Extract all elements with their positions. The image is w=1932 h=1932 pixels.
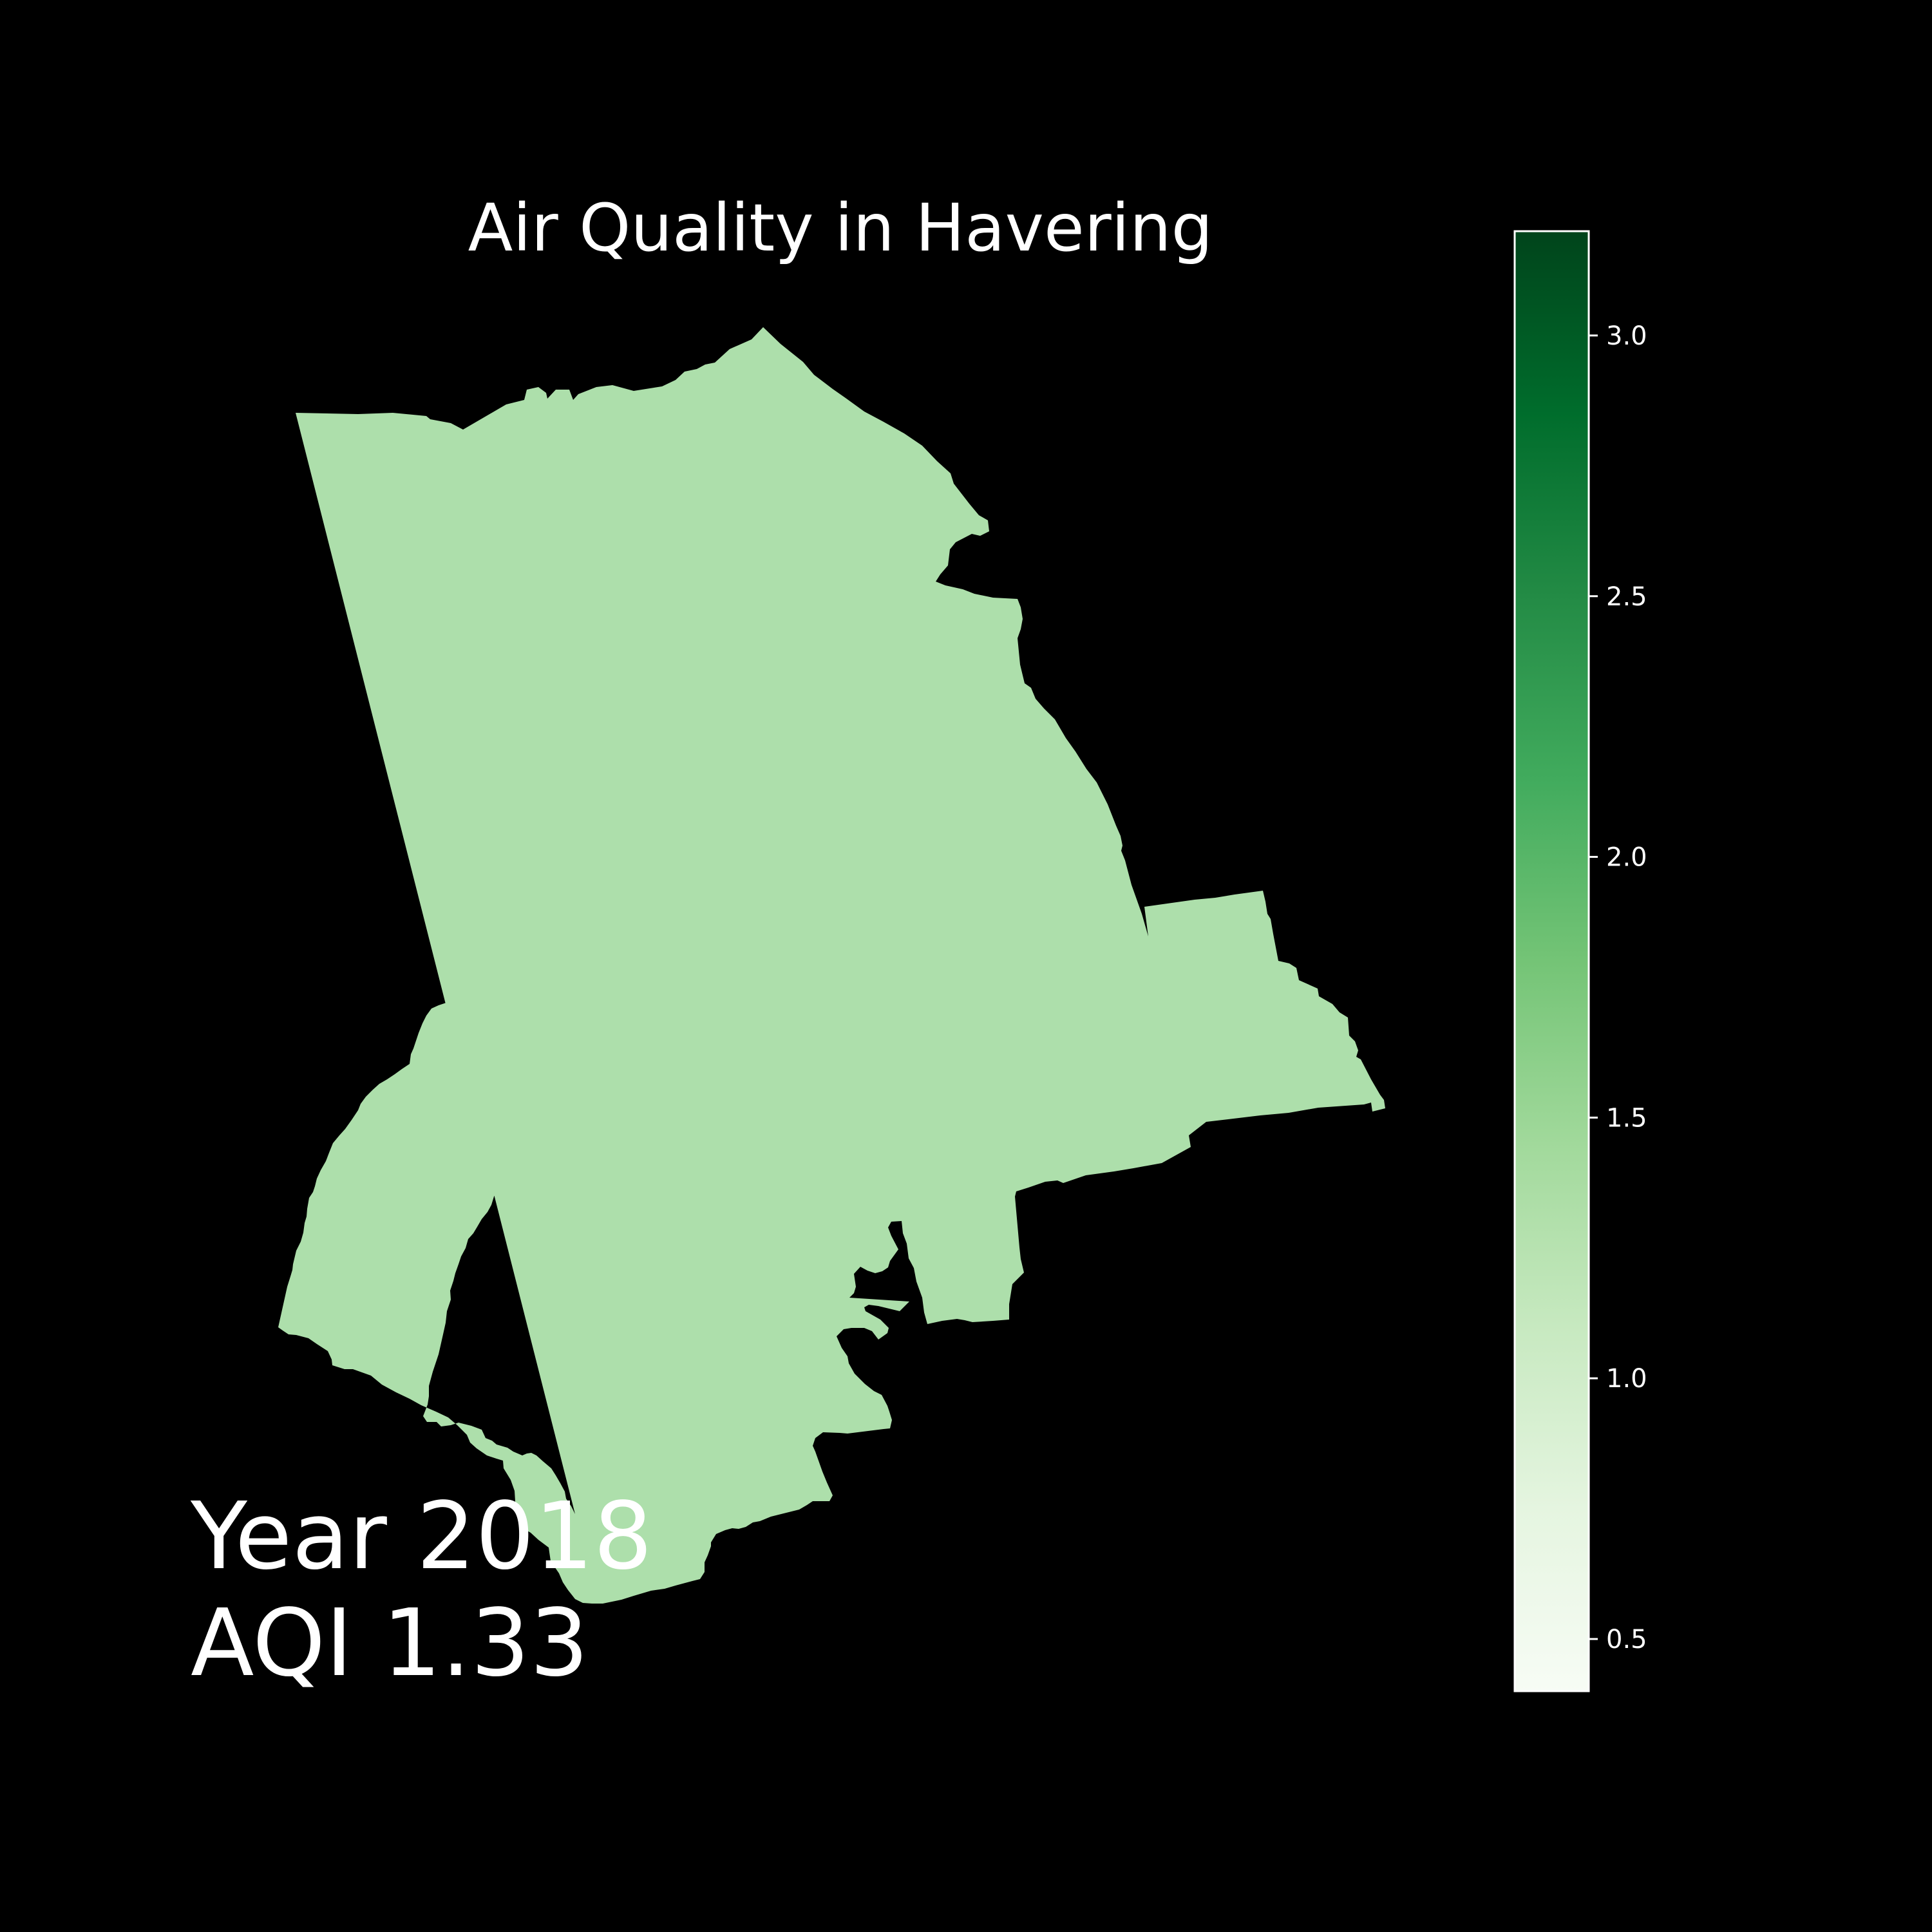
colorbar-ticks: 0.5 1.0 1.5 2.0 2.5 3.0 <box>1589 321 1647 1654</box>
colorbar-tick-label: 2.0 <box>1606 843 1647 873</box>
colorbar-tick-label: 0.5 <box>1606 1625 1647 1654</box>
year-annotation: Year 2018 <box>190 1482 652 1590</box>
colorbar-gradient <box>1515 231 1589 1691</box>
aqi-annotation: AQI 1.33 <box>191 1589 589 1697</box>
colorbar-tick-label: 3.0 <box>1606 321 1647 351</box>
colorbar-tick-label: 1.5 <box>1606 1103 1647 1133</box>
colorbar-tick-label: 1.0 <box>1606 1364 1647 1394</box>
colorbar-frame <box>1513 230 1590 1692</box>
colorbar: 0.5 1.0 1.5 2.0 2.5 3.0 <box>1513 230 1647 1692</box>
region-havering[interactable] <box>278 327 1385 1604</box>
map-title: Air Quality in Havering <box>468 190 1213 267</box>
colorbar-tick-label: 2.5 <box>1606 582 1647 612</box>
